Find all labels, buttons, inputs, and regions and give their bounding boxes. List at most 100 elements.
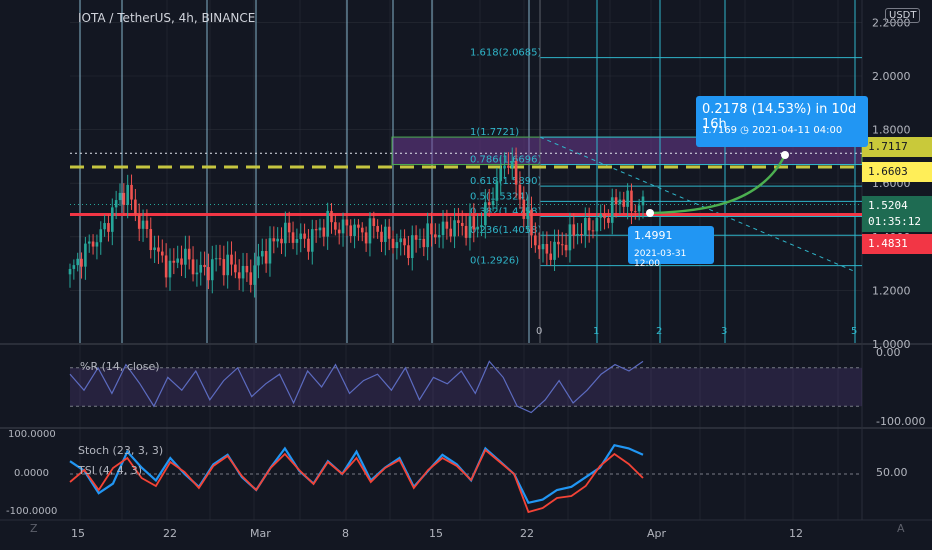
candle-body [445, 221, 449, 229]
candle-body [134, 199, 137, 215]
auto-scale-icon[interactable]: A [897, 522, 905, 535]
candle-body [222, 259, 226, 276]
candle-body [610, 197, 614, 223]
candle-body [203, 264, 206, 268]
candle-body [353, 224, 356, 237]
candle-body [253, 265, 256, 285]
candle-body [272, 238, 276, 242]
tsi-label: TSI (4, 4, 3) [78, 464, 143, 477]
candle-body [68, 268, 72, 275]
wr-band [70, 367, 862, 407]
candle-body [499, 168, 503, 182]
candle-body [314, 229, 318, 231]
candle-body [326, 210, 329, 237]
candle-body [114, 200, 118, 208]
stoch-left-tick: 100.0000 [8, 429, 56, 440]
stoch-series-line [69, 443, 644, 505]
symbol-title: IOTA / TetherUS, 4h, BINANCE [78, 11, 256, 25]
point-price: 1.4991 [634, 229, 673, 242]
candle-body [403, 238, 406, 246]
point-tooltip[interactable]: 1.4991 2021-03-31 12:00 [628, 226, 714, 269]
candle-body [76, 258, 79, 266]
candle-body [107, 223, 110, 232]
candle-body [468, 216, 472, 238]
candle-body [587, 217, 591, 231]
candle-body [391, 238, 395, 249]
candle-body [384, 226, 387, 242]
fib-level-label: 0.236(1.4058) [470, 225, 542, 236]
price-label-fib-top: 1.7117 [862, 137, 932, 157]
candle-body [153, 247, 156, 251]
candle-body [510, 160, 514, 168]
candle-body [364, 232, 368, 244]
candle-body [476, 226, 479, 230]
x-tick-label: 22 [520, 527, 534, 540]
candle-body [322, 227, 326, 237]
candle-body [99, 229, 103, 243]
candle-body [118, 192, 122, 201]
candle-body [572, 224, 576, 236]
candle-body [237, 272, 241, 279]
price-label-redline: 1.4831 [862, 234, 932, 254]
wr-series-line [69, 360, 644, 414]
candle-body [126, 184, 129, 205]
tsi-series-line [69, 448, 644, 514]
candle-body [503, 165, 506, 169]
candle-body [437, 235, 441, 238]
candle-body [111, 207, 114, 232]
candle-body [557, 241, 560, 245]
candle-body [584, 217, 587, 235]
candle-body [580, 234, 583, 236]
candle-body [457, 220, 460, 223]
candle-body [72, 265, 76, 269]
candle-body [357, 224, 360, 228]
candle-body [641, 196, 645, 206]
candle-body [495, 181, 499, 201]
candle-body [360, 227, 364, 233]
x-tick-label: Apr [647, 527, 667, 540]
candle-body [434, 234, 437, 238]
candle-body [576, 234, 579, 236]
candle-body [268, 238, 272, 264]
measure-tooltip[interactable]: 0.2178 (14.53%) in 10d 16h 1.7169 ◷ 2021… [696, 96, 868, 147]
candle-body [534, 235, 537, 246]
candle-body [291, 232, 295, 243]
currency-selector[interactable]: USDT [885, 8, 921, 23]
candle-body [207, 267, 210, 281]
y-tick-label: 2.0000 [872, 70, 911, 83]
fib-level-label: 0.382(1.4758) [470, 206, 542, 217]
time-zone-label: 0 [536, 326, 542, 337]
candle-body [276, 238, 279, 242]
candle-body [526, 209, 529, 219]
candle-body [103, 223, 106, 230]
candle-body [337, 229, 341, 234]
time-axis-bg [0, 520, 932, 550]
candle-body [226, 254, 229, 276]
candle-body [418, 238, 422, 240]
projection-start-dot [646, 209, 654, 217]
candle-body [157, 247, 160, 252]
candle-body [603, 213, 606, 219]
candle-body [541, 244, 545, 250]
candle-body [180, 258, 183, 265]
x-tick-label: 15 [429, 527, 443, 540]
time-zone-label: 1 [593, 326, 599, 337]
candle-body [87, 241, 91, 244]
candle-body [264, 251, 268, 264]
x-tick-label: Mar [250, 527, 271, 540]
time-zone-label: 2 [656, 326, 662, 337]
point-date: 2021-03-31 12:00 [634, 249, 687, 269]
x-tick-label: 8 [342, 527, 349, 540]
candle-body [249, 272, 253, 285]
candle-body [172, 260, 176, 263]
candle-body [630, 190, 633, 212]
candle-body [241, 265, 245, 279]
zoom-icon[interactable]: Z [30, 522, 38, 535]
candle-body [176, 258, 179, 263]
candle-body [341, 219, 345, 234]
candle-body [137, 214, 141, 229]
candle-body [484, 202, 487, 226]
time-zone-label: 5 [851, 326, 857, 337]
candle-body [514, 160, 518, 185]
